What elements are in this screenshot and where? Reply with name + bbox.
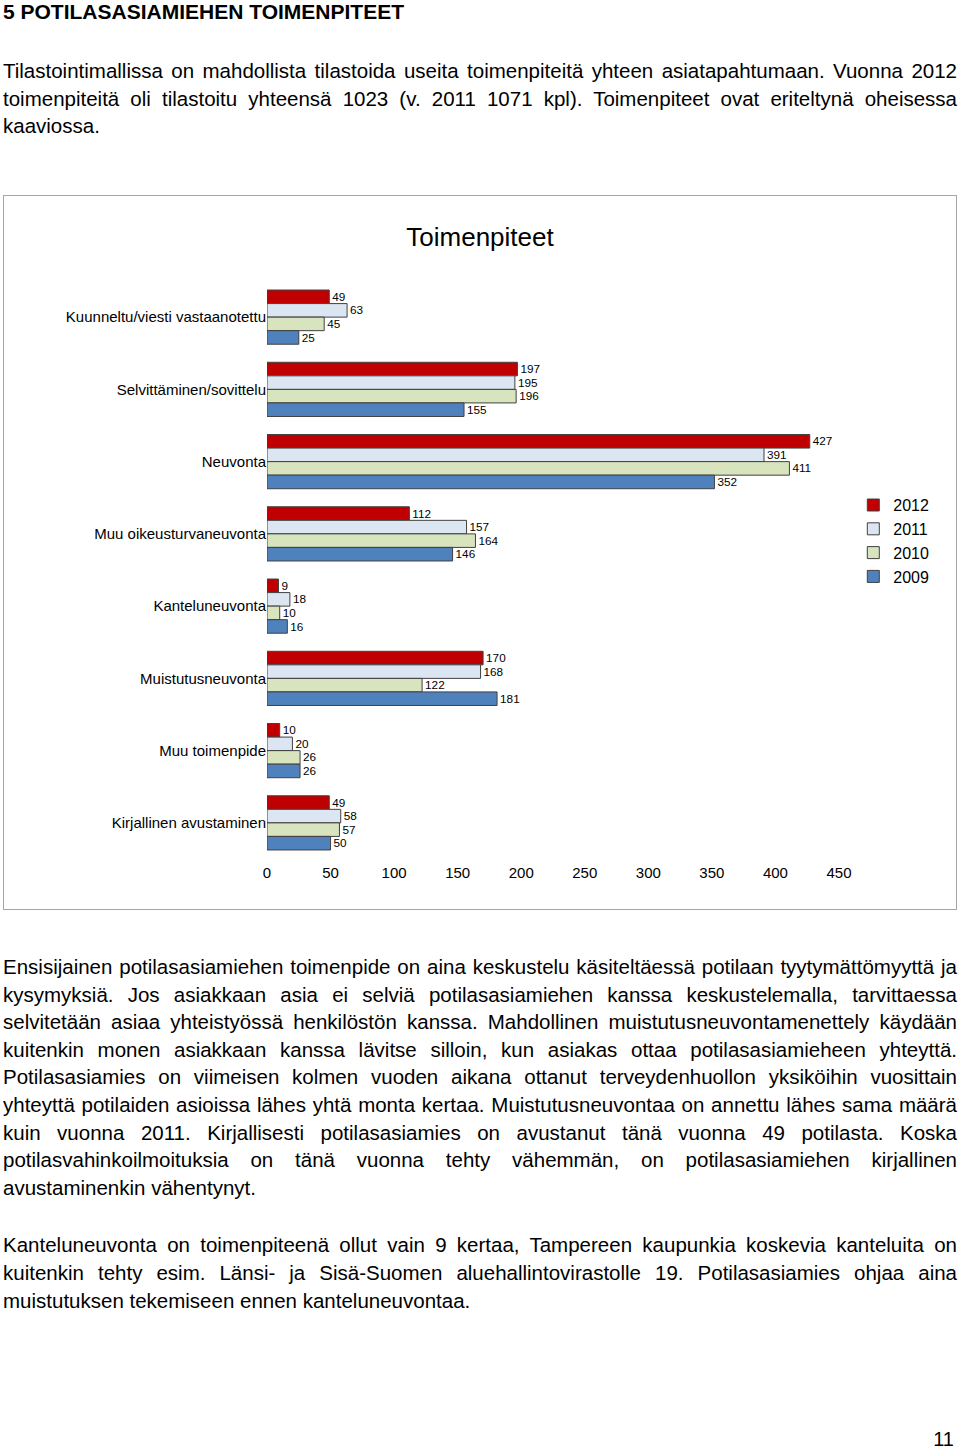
svg-text:57: 57 [342, 823, 355, 836]
svg-text:168: 168 [484, 665, 504, 678]
svg-text:164: 164 [478, 534, 498, 547]
svg-text:2009: 2009 [893, 569, 929, 586]
svg-text:150: 150 [445, 864, 470, 881]
svg-text:0: 0 [263, 864, 271, 881]
svg-text:49: 49 [332, 290, 345, 303]
svg-text:122: 122 [425, 678, 445, 691]
svg-text:63: 63 [350, 303, 364, 316]
svg-text:Muu toimenpide: Muu toimenpide [159, 742, 266, 759]
html-text:5 POTILASASIAMIEHEN TOIMENPITE: 5 POTILASASIAMIEHEN TOIMENPITEET [3, 0, 404, 23]
svg-text:Selvittäminen/sovittelu: Selvittäminen/sovittelu [117, 381, 266, 398]
svg-text:18: 18 [293, 592, 307, 605]
html-text:Tilastointimallissa on mahdoll: Tilastointimallissa on mahdollista tilas… [3, 59, 957, 138]
svg-text:300: 300 [636, 864, 661, 881]
svg-text:49: 49 [332, 796, 345, 809]
svg-text:427: 427 [813, 434, 833, 447]
svg-text:200: 200 [509, 864, 534, 881]
svg-text:50: 50 [322, 864, 339, 881]
svg-text:Toimenpiteet: Toimenpiteet [406, 222, 554, 252]
svg-text:196: 196 [519, 389, 539, 402]
svg-text:20: 20 [295, 737, 309, 750]
svg-text:26: 26 [303, 764, 317, 777]
svg-text:157: 157 [470, 520, 490, 533]
svg-text:Muu oikeusturvaneuvonta: Muu oikeusturvaneuvonta [94, 525, 266, 542]
svg-text:146: 146 [456, 547, 476, 560]
svg-text:195: 195 [518, 376, 538, 389]
svg-text:350: 350 [699, 864, 724, 881]
svg-text:10: 10 [283, 606, 297, 619]
svg-text:400: 400 [763, 864, 788, 881]
svg-text:9: 9 [281, 579, 288, 592]
svg-text:26: 26 [303, 750, 316, 763]
svg-text:45: 45 [327, 317, 341, 330]
svg-text:155: 155 [467, 403, 487, 416]
svg-text:10: 10 [283, 723, 297, 736]
svg-text:391: 391 [767, 448, 787, 461]
svg-text:2011: 2011 [893, 521, 928, 538]
html-text:11: 11 [933, 1428, 954, 1450]
svg-text:Kanteluneuvonta: Kanteluneuvonta [153, 597, 266, 614]
svg-text:112: 112 [412, 507, 431, 520]
svg-text:25: 25 [302, 331, 316, 344]
svg-text:2010: 2010 [893, 545, 929, 562]
svg-text:58: 58 [344, 809, 358, 822]
html-text:Ensisijainen potilasasiamiehen: Ensisijainen potilasasiamiehen toimenpid… [3, 955, 957, 1199]
svg-text:450: 450 [826, 864, 851, 881]
svg-text:16: 16 [290, 620, 304, 633]
svg-text:Kirjallinen avustaminen: Kirjallinen avustaminen [112, 814, 266, 831]
svg-text:Neuvonta: Neuvonta [202, 453, 267, 470]
svg-text:250: 250 [572, 864, 597, 881]
svg-text:170: 170 [486, 651, 506, 664]
html-text:Kanteluneuvonta on toimenpitee: Kanteluneuvonta on toimenpiteenä ollut v… [3, 1233, 957, 1312]
svg-text:Kuunneltu/viesti vastaanotettu: Kuunneltu/viesti vastaanotettu [66, 308, 266, 325]
svg-text:411: 411 [792, 461, 811, 474]
svg-text:Muistutusneuvonta: Muistutusneuvonta [140, 670, 267, 687]
svg-text:50: 50 [334, 836, 348, 849]
svg-text:2012: 2012 [893, 497, 929, 514]
svg-text:181: 181 [500, 692, 520, 705]
svg-text:352: 352 [717, 475, 737, 488]
svg-text:197: 197 [520, 362, 540, 375]
svg-text:100: 100 [382, 864, 407, 881]
